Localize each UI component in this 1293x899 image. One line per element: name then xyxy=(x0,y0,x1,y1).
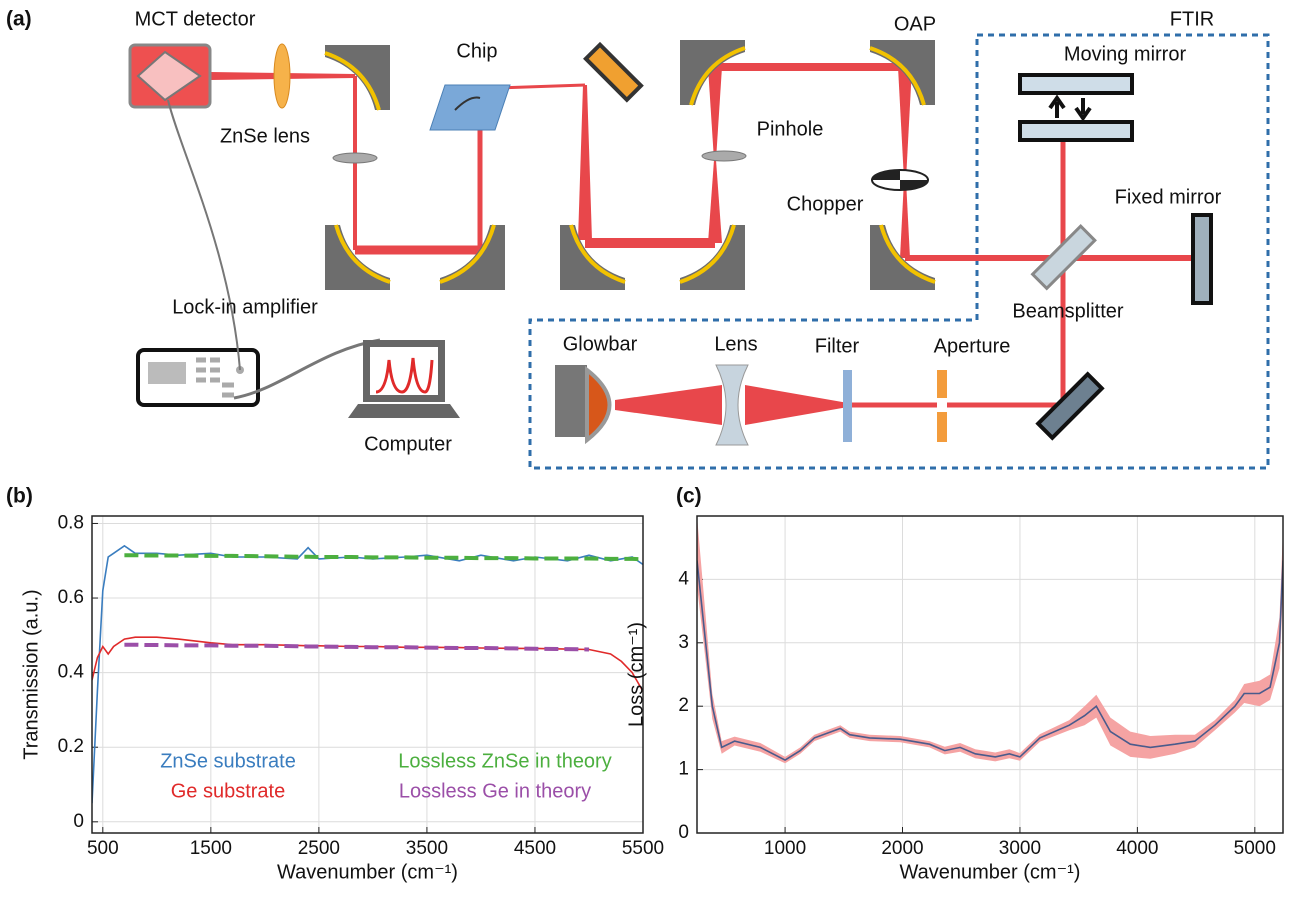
moving-mirror-base xyxy=(1020,122,1132,140)
y-tick-label: 0.6 xyxy=(58,587,84,608)
beam xyxy=(900,180,910,258)
y-tick-label: 3 xyxy=(678,632,689,653)
diagram-label: Pinhole xyxy=(757,118,824,140)
pinhole xyxy=(333,153,377,163)
diagram-label: Moving mirror xyxy=(1064,43,1187,65)
y-tick-label: 0 xyxy=(678,822,689,843)
legend-entry: Lossless ZnSe in theory xyxy=(398,750,611,772)
diagram-label: ZnSe lens xyxy=(220,125,310,147)
y-tick-label: 0.8 xyxy=(58,512,84,533)
y-axis-label: Loss (cm⁻¹) xyxy=(625,622,647,727)
glowbar xyxy=(587,370,610,440)
diagram-label: Chip xyxy=(456,40,497,62)
fixed-mirror xyxy=(1193,215,1211,303)
filter xyxy=(843,370,852,442)
diagram-label: Lock-in amplifier xyxy=(172,296,318,318)
diagram-label: Chopper xyxy=(787,193,864,215)
diagram-label: Glowbar xyxy=(563,333,638,355)
y-tick-label: 1 xyxy=(678,759,689,780)
x-tick-label: 3000 xyxy=(999,838,1041,859)
computer-keyboard xyxy=(348,404,460,418)
y-axis-label: Transmission (a.u.) xyxy=(20,589,42,759)
panel-label: (b) xyxy=(6,485,33,508)
diagram-label: FTIR xyxy=(1170,8,1214,30)
mirror xyxy=(560,225,625,290)
legend-entry: Ge substrate xyxy=(171,780,286,802)
beam xyxy=(708,67,722,160)
x-tick-label: 500 xyxy=(87,838,119,859)
beam xyxy=(578,85,592,240)
arrow xyxy=(1050,98,1064,118)
diagram-label: OAP xyxy=(894,13,936,35)
x-tick-label: 4500 xyxy=(514,838,556,859)
arrow xyxy=(1076,98,1090,118)
x-tick-label: 2500 xyxy=(298,838,340,859)
y-tick-label: 4 xyxy=(678,568,689,589)
beam xyxy=(745,385,848,425)
x-tick-label: 5500 xyxy=(622,838,664,859)
flat-mirror xyxy=(586,45,641,100)
chip xyxy=(430,85,510,130)
beam xyxy=(898,67,912,180)
glowbar-housing xyxy=(555,365,587,437)
panel-label: (c) xyxy=(676,485,702,508)
legend-entry: ZnSe substrate xyxy=(160,750,296,772)
mirror xyxy=(325,225,390,290)
lock-in-display xyxy=(148,362,186,384)
diagram-label: Computer xyxy=(364,433,452,455)
x-tick-label: 1000 xyxy=(764,838,806,859)
diagram-label: MCT detector xyxy=(135,8,256,30)
x-tick-label: 2000 xyxy=(881,838,923,859)
x-axis-label: Wavenumber (cm⁻¹) xyxy=(277,861,458,883)
y-tick-label: 0.4 xyxy=(58,662,85,683)
y-tick-label: 0.2 xyxy=(58,736,84,757)
diagram-label: Fixed mirror xyxy=(1115,186,1222,208)
x-tick-label: 5000 xyxy=(1234,838,1276,859)
diagram-label: Aperture xyxy=(934,335,1011,357)
moving-mirror xyxy=(1020,75,1132,93)
page: (a) (b) (c) xyxy=(0,0,1293,899)
beam xyxy=(615,385,722,425)
x-tick-label: 1500 xyxy=(190,838,232,859)
x-tick-label: 3500 xyxy=(406,838,448,859)
mirror xyxy=(440,225,505,290)
aperture-opening xyxy=(937,398,947,412)
legend-entry: Lossless Ge in theory xyxy=(399,780,591,802)
beam xyxy=(708,160,722,243)
diagram-label: Beamsplitter xyxy=(1012,300,1123,322)
y-tick-label: 0 xyxy=(73,811,84,832)
x-axis-label: Wavenumber (cm⁻¹) xyxy=(900,861,1081,883)
diagram-label: Lens xyxy=(714,333,757,355)
panel-label: (a) xyxy=(6,8,32,31)
znse-lens xyxy=(274,44,290,108)
y-tick-label: 2 xyxy=(678,695,689,716)
x-tick-label: 4000 xyxy=(1116,838,1158,859)
figure: (a) (b) (c) xyxy=(0,0,1293,899)
diagram-label: Filter xyxy=(815,335,860,357)
pinhole xyxy=(702,151,746,161)
